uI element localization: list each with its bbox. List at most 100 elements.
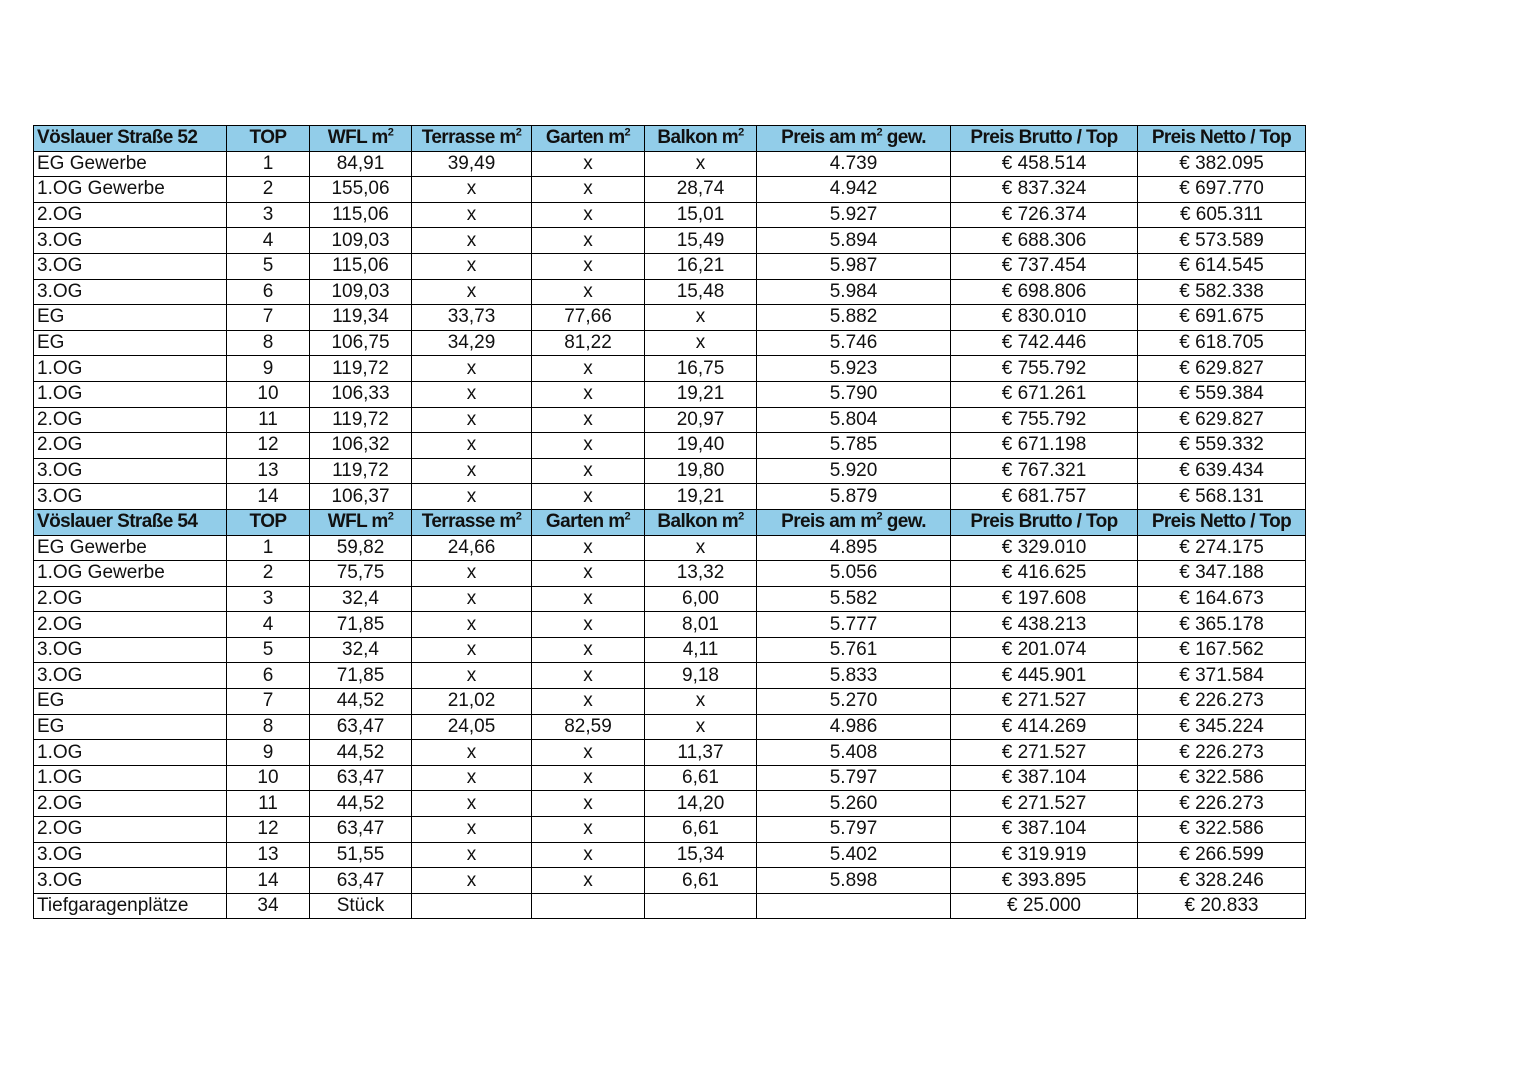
column-header: Preis Netto / Top: [1137, 125, 1306, 152]
table-cell: € 698.806: [950, 278, 1138, 306]
table-cell: € 458.514: [950, 150, 1138, 178]
table-cell: x: [531, 841, 645, 869]
table-cell: x: [531, 764, 645, 792]
table-cell: € 618.705: [1137, 329, 1306, 357]
table-cell: € 639.434: [1137, 457, 1306, 485]
table-cell: 4: [226, 611, 310, 638]
table-cell: € 559.384: [1137, 380, 1306, 408]
column-header: Balkon m2: [644, 508, 757, 536]
table-cell: 6: [226, 278, 310, 306]
table-cell: 13: [226, 841, 310, 869]
table-row: EG 7 119,34 33,73 77,66 x 5.882 € 830.010 € 691.…: [33, 304, 1306, 331]
table-cell: 2.OG: [33, 406, 227, 434]
table-cell: € 371.584: [1137, 662, 1306, 690]
table-cell: x: [531, 483, 645, 510]
table-cell: 12: [226, 816, 310, 843]
table-cell: 4.986: [756, 713, 951, 741]
table-cell: € 629.827: [1137, 355, 1306, 382]
table-cell: € 387.104: [950, 764, 1138, 792]
table-cell: 5.402: [756, 841, 951, 869]
table-cell: 20,97: [644, 406, 757, 434]
table-cell: € 345.224: [1137, 713, 1306, 741]
table-cell: 33,73: [411, 304, 532, 331]
table-cell: 5.923: [756, 355, 951, 382]
table-row: 3.OG 5 32,4 x x 4,11 5.761 € 201.074 € 167.562: [33, 636, 1306, 664]
table-row: 2.OG 3 115,06 x x 15,01 5.927 € 726.374 € 605.31…: [33, 201, 1306, 229]
table-cell: 5.882: [756, 304, 951, 331]
table-cell: 10: [226, 764, 310, 792]
table-cell: 34: [226, 892, 310, 920]
table-cell: 5.790: [756, 380, 951, 408]
table-cell: 15,49: [644, 227, 757, 254]
table-cell: € 767.321: [950, 457, 1138, 485]
column-header: WFL m2: [309, 508, 412, 536]
table-cell: 4.895: [756, 534, 951, 562]
table-cell: x: [411, 816, 532, 843]
table-cell: 5.408: [756, 739, 951, 766]
table-cell: x: [644, 534, 757, 562]
table-cell: 13: [226, 457, 310, 485]
table-cell: x: [411, 739, 532, 766]
table-row: 2.OG 12 63,47 x x 6,61 5.797 € 387.104 € 322.586: [33, 816, 1306, 843]
table-cell: x: [531, 816, 645, 843]
section-title: Vöslauer Straße 54: [33, 508, 227, 536]
table-cell: 3.OG: [33, 662, 227, 690]
table-cell: 15,48: [644, 278, 757, 306]
table-cell: 9,18: [644, 662, 757, 690]
table-row: 3.OG 14 106,37 x x 19,21 5.879 € 681.757 € 568.1…: [33, 483, 1306, 510]
column-header: Preis Brutto / Top: [950, 508, 1138, 536]
table-cell: 14,20: [644, 790, 757, 818]
table-cell: x: [644, 304, 757, 331]
table-cell: 4,11: [644, 636, 757, 664]
table-cell: 6: [226, 662, 310, 690]
table-cell: 119,72: [309, 457, 412, 485]
table-cell: € 347.188: [1137, 560, 1306, 587]
table-cell: 6,00: [644, 585, 757, 613]
table-cell: 13,32: [644, 560, 757, 587]
table-cell: x: [411, 355, 532, 382]
table-cell: x: [411, 790, 532, 818]
table-cell: 5.797: [756, 816, 951, 843]
table-cell: 3.OG: [33, 278, 227, 306]
table-cell: € 393.895: [950, 867, 1138, 894]
table-cell: 19,80: [644, 457, 757, 485]
table-cell: x: [531, 457, 645, 485]
table-cell: x: [411, 636, 532, 664]
table-cell: € 197.608: [950, 585, 1138, 613]
column-header: Preis Brutto / Top: [950, 125, 1138, 152]
table-cell: x: [411, 585, 532, 613]
table-cell: 5.260: [756, 790, 951, 818]
table-row: 1.OG Gewerbe 2 155,06 x x 28,74 4.942 € 837.324…: [33, 176, 1306, 203]
table-row: 3.OG 6 71,85 x x 9,18 5.833 € 445.901 € 371.584: [33, 662, 1306, 690]
table-cell: x: [411, 406, 532, 434]
table-cell: x: [411, 252, 532, 280]
table-cell: 14: [226, 867, 310, 894]
table-cell: 32,4: [309, 585, 412, 613]
table-cell: 106,32: [309, 432, 412, 459]
section-header-row: Vöslauer Straße 54 TOP WFL m2 Terrasse m2 Ga…: [33, 508, 1306, 536]
table-cell: € 382.095: [1137, 150, 1306, 178]
table-cell: € 319.919: [950, 841, 1138, 869]
table-cell: 5.920: [756, 457, 951, 485]
column-header: TOP: [226, 508, 310, 536]
garage-row: Tiefgaragenplätze 34 Stück € 25.000 € 20.833: [33, 892, 1306, 920]
table-cell: 8,01: [644, 611, 757, 638]
table-cell: € 167.562: [1137, 636, 1306, 664]
table-cell: € 274.175: [1137, 534, 1306, 562]
table-cell: 106,75: [309, 329, 412, 357]
table-cell: x: [531, 355, 645, 382]
table-cell: € 837.324: [950, 176, 1138, 203]
table-cell: 119,72: [309, 355, 412, 382]
table-cell: € 681.757: [950, 483, 1138, 510]
table-cell: EG: [33, 329, 227, 357]
table-cell: 82,59: [531, 713, 645, 741]
table-cell: 9: [226, 355, 310, 382]
table-cell: 2.OG: [33, 432, 227, 459]
table-cell: 14: [226, 483, 310, 510]
table-row: 3.OG 5 115,06 x x 16,21 5.987 € 737.454 € 614.54…: [33, 252, 1306, 280]
table-cell: € 271.527: [950, 739, 1138, 766]
table-row: 1.OG 10 63,47 x x 6,61 5.797 € 387.104 € 322.586: [33, 764, 1306, 792]
table-cell: 24,05: [411, 713, 532, 741]
table-cell: 84,91: [309, 150, 412, 178]
table-cell: € 688.306: [950, 227, 1138, 254]
